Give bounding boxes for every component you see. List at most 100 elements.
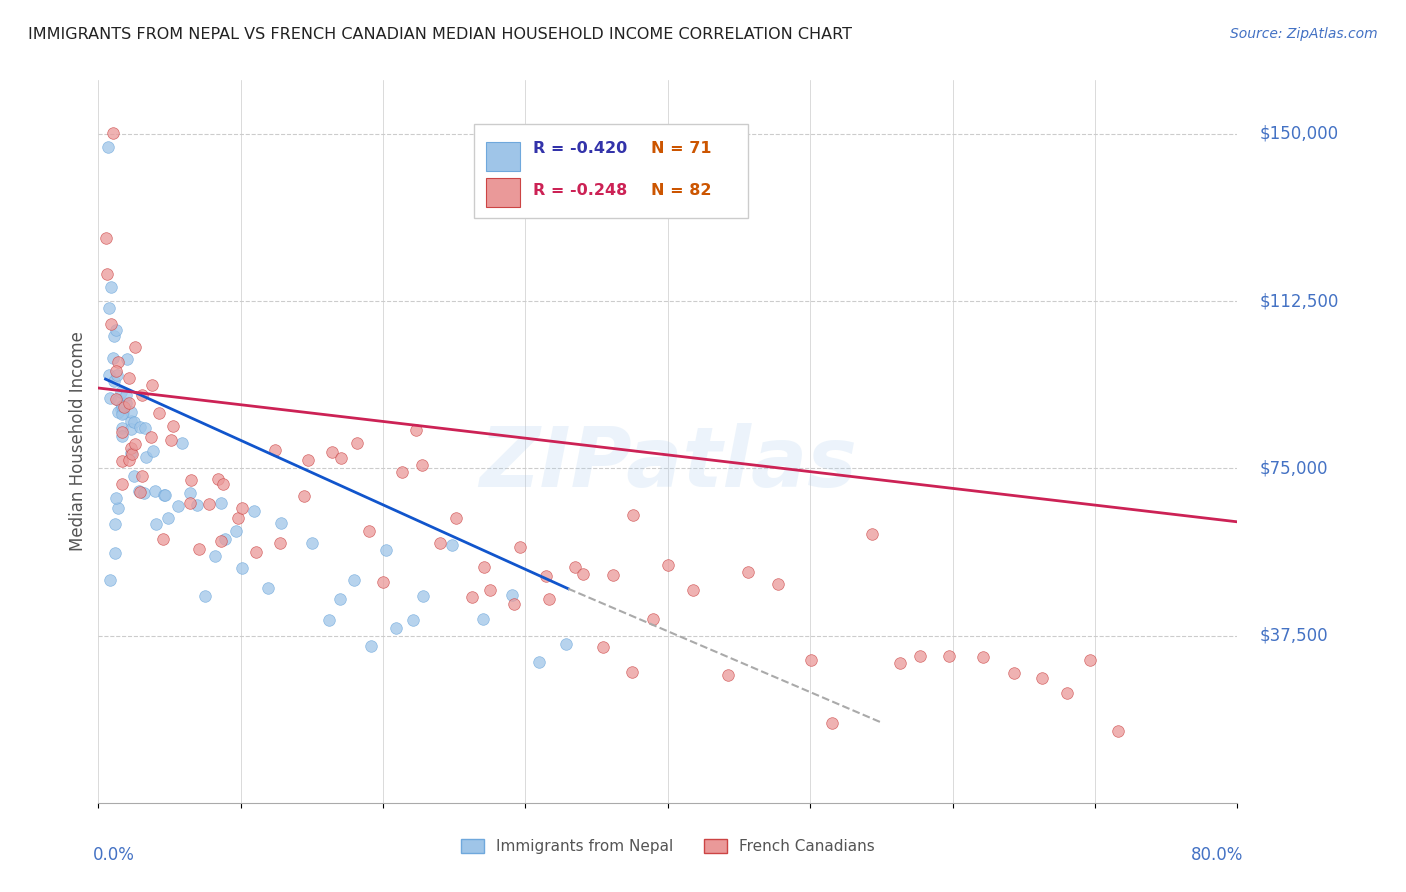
Text: Source: ZipAtlas.com: Source: ZipAtlas.com [1230, 27, 1378, 41]
Text: R = -0.248: R = -0.248 [533, 184, 627, 198]
Point [107, 500, 129, 515]
Point [800, 653, 823, 667]
Point [1056, 686, 1078, 700]
Point [620, 665, 643, 679]
Point [111, 399, 134, 413]
Point [98, 573, 121, 587]
Point [270, 516, 292, 530]
Point [330, 451, 353, 466]
Point [187, 541, 209, 556]
Point [143, 484, 166, 499]
Point [100, 280, 122, 294]
Point [471, 611, 494, 625]
Point [128, 419, 150, 434]
Point [501, 588, 523, 602]
Point [972, 649, 994, 664]
Point [156, 511, 179, 525]
Point [120, 422, 142, 436]
Text: N = 82: N = 82 [651, 184, 711, 198]
Text: 0.0%: 0.0% [93, 847, 135, 864]
Point [391, 465, 413, 479]
Text: $150,000: $150,000 [1260, 125, 1339, 143]
Point [214, 532, 236, 546]
Point [131, 468, 153, 483]
Point [186, 499, 208, 513]
Point [96, 268, 118, 282]
Point [96, 231, 118, 245]
Point [117, 371, 139, 385]
Point [264, 442, 287, 457]
Point [643, 612, 665, 626]
Point [657, 558, 679, 573]
Point [115, 395, 138, 409]
Point [538, 592, 561, 607]
Point [503, 598, 526, 612]
Point [343, 573, 366, 587]
Point [231, 500, 253, 515]
Point [104, 517, 127, 532]
Point [429, 535, 451, 549]
Point [111, 406, 134, 420]
Point [101, 351, 124, 366]
Point [717, 668, 740, 682]
Point [120, 446, 142, 460]
Point [1078, 653, 1101, 667]
Point [98, 301, 121, 315]
Point [110, 477, 132, 491]
Point [111, 421, 134, 435]
Point [118, 453, 141, 467]
Point [145, 516, 167, 531]
Bar [485, 142, 520, 170]
Point [97, 140, 120, 154]
Point [329, 591, 352, 606]
Point [111, 454, 134, 468]
Point [142, 444, 165, 458]
Point [114, 388, 136, 402]
Point [889, 657, 911, 671]
Point [479, 582, 502, 597]
Point [204, 549, 226, 564]
Point [225, 524, 247, 538]
Point [385, 621, 408, 635]
Point [371, 575, 394, 590]
Point [132, 486, 155, 500]
Point [141, 377, 163, 392]
Point [128, 483, 150, 498]
Point [257, 581, 280, 595]
Point [179, 485, 201, 500]
Point [860, 526, 883, 541]
Point [231, 561, 253, 575]
Point [737, 566, 759, 580]
Point [104, 546, 127, 560]
Text: R = -0.420: R = -0.420 [533, 142, 627, 156]
Point [460, 590, 482, 604]
Point [120, 441, 142, 455]
Point [105, 364, 128, 378]
Point [120, 405, 142, 419]
Point [180, 473, 202, 487]
Point [100, 318, 122, 332]
Point [411, 458, 433, 473]
Point [555, 637, 578, 651]
Point [209, 533, 232, 548]
Point [110, 402, 132, 417]
Point [602, 568, 624, 582]
Point [621, 508, 644, 523]
Text: N = 71: N = 71 [651, 142, 711, 156]
Point [444, 511, 467, 525]
Point [360, 639, 382, 653]
Point [124, 468, 146, 483]
Point [910, 649, 932, 664]
Point [318, 613, 340, 627]
Y-axis label: Median Household Income: Median Household Income [69, 332, 87, 551]
Point [111, 408, 134, 422]
Point [194, 589, 217, 603]
Point [134, 420, 156, 434]
Point [107, 355, 129, 369]
Point [321, 445, 343, 459]
Point [155, 487, 177, 501]
Point [129, 484, 152, 499]
Text: 80.0%: 80.0% [1191, 847, 1243, 864]
Point [592, 640, 614, 654]
Point [135, 450, 157, 465]
